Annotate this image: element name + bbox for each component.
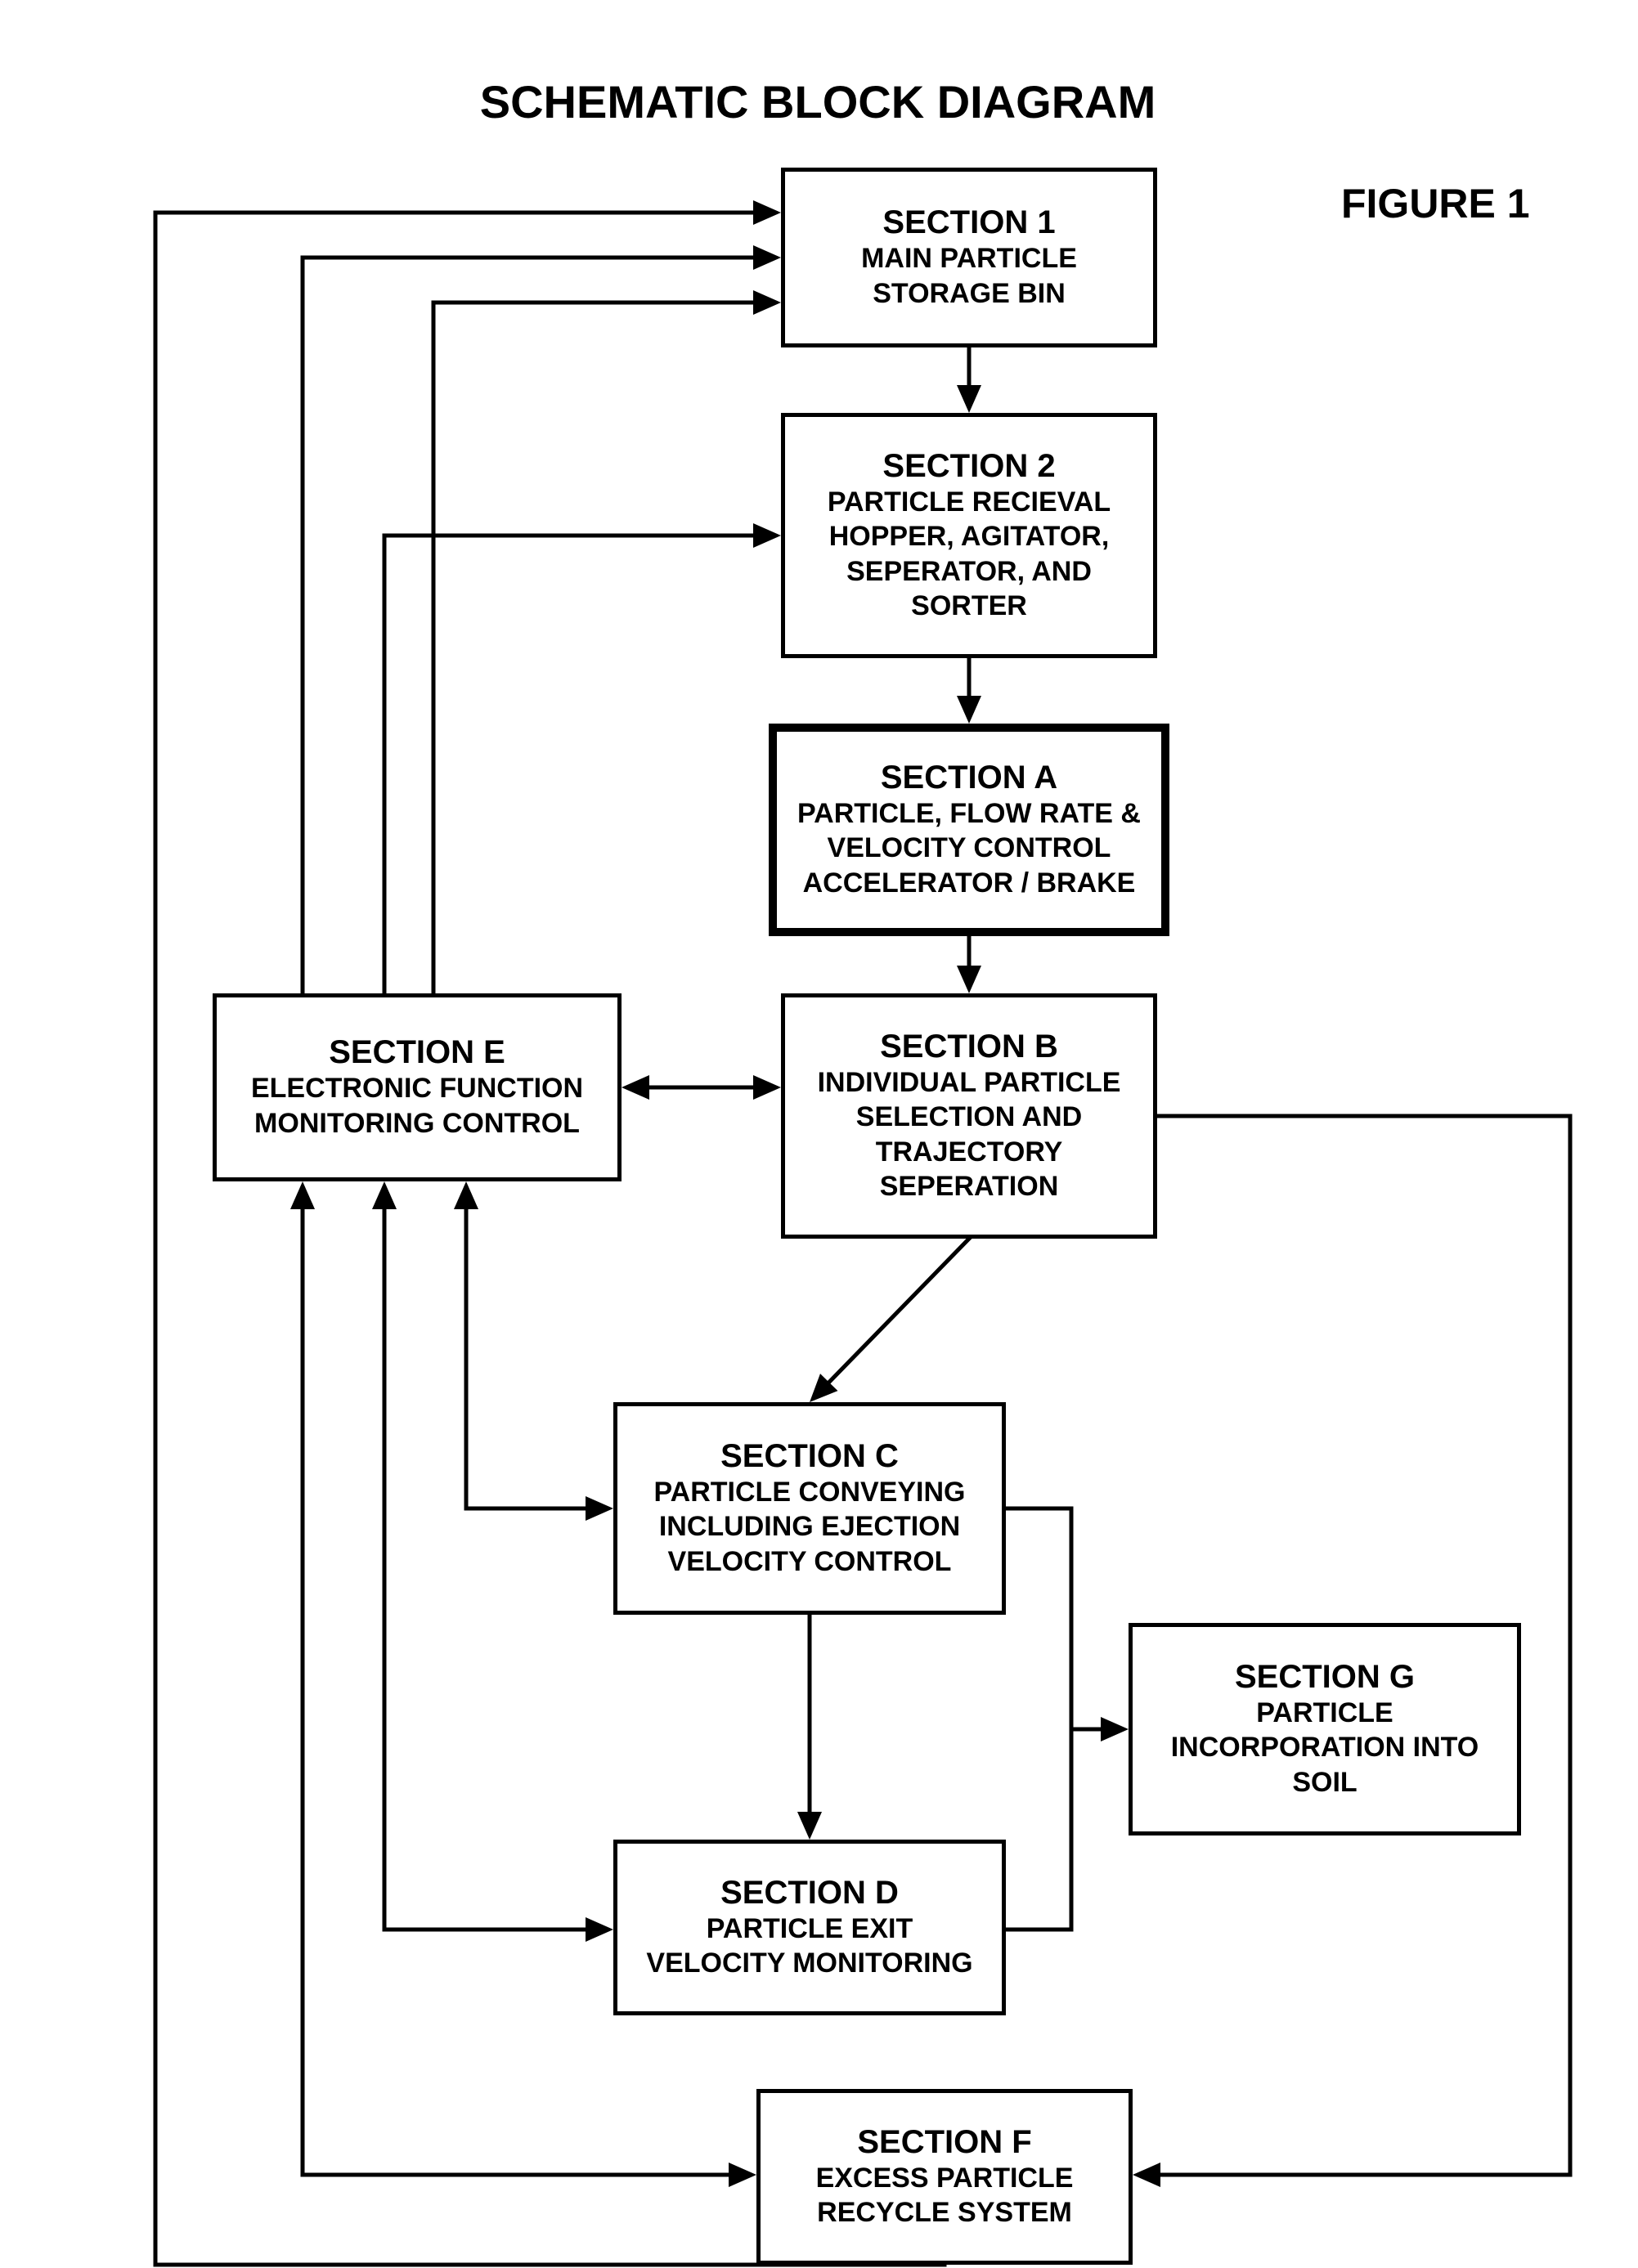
block-body: ELECTRONIC FUNCTIONMONITORING CONTROL bbox=[251, 1071, 583, 1141]
block-title: SECTION A bbox=[881, 760, 1057, 796]
block-body: MAIN PARTICLESTORAGE BIN bbox=[861, 241, 1077, 311]
diagram-title: SCHEMATIC BLOCK DIAGRAM bbox=[327, 75, 1308, 128]
figure-label: FIGURE 1 bbox=[1341, 180, 1530, 227]
block-title: SECTION G bbox=[1235, 1659, 1415, 1696]
block-body: PARTICLEINCORPORATION INTOSOIL bbox=[1171, 1696, 1479, 1800]
block-title: SECTION C bbox=[720, 1438, 899, 1475]
block-body: PARTICLE CONVEYINGINCLUDING EJECTIONVELO… bbox=[654, 1475, 966, 1580]
block-section-f: SECTION F EXCESS PARTICLERECYCLE SYSTEM bbox=[756, 2089, 1133, 2265]
block-section-a: SECTION A PARTICLE, FLOW RATE &VELOCITY … bbox=[769, 724, 1169, 936]
diagram-page: SCHEMATIC BLOCK DIAGRAM FIGURE 1 SECTION… bbox=[0, 0, 1638, 2268]
block-body: PARTICLE RECIEVALHOPPER, AGITATOR,SEPERA… bbox=[828, 485, 1111, 624]
block-title: SECTION F bbox=[857, 2124, 1031, 2161]
block-body: PARTICLE, FLOW RATE &VELOCITY CONTROLACC… bbox=[797, 796, 1141, 901]
block-section-c: SECTION C PARTICLE CONVEYINGINCLUDING EJ… bbox=[613, 1402, 1006, 1615]
block-section-b: SECTION B INDIVIDUAL PARTICLESELECTION A… bbox=[781, 993, 1157, 1239]
block-section-e: SECTION E ELECTRONIC FUNCTIONMONITORING … bbox=[213, 993, 622, 1181]
block-section-d: SECTION D PARTICLE EXITVELOCITY MONITORI… bbox=[613, 1840, 1006, 2015]
block-title: SECTION D bbox=[720, 1875, 899, 1912]
block-title: SECTION 2 bbox=[882, 448, 1055, 485]
block-section-1: SECTION 1 MAIN PARTICLESTORAGE BIN bbox=[781, 168, 1157, 347]
block-body: PARTICLE EXITVELOCITY MONITORING bbox=[646, 1912, 972, 1981]
block-title: SECTION E bbox=[329, 1034, 505, 1071]
block-section-2: SECTION 2 PARTICLE RECIEVALHOPPER, AGITA… bbox=[781, 413, 1157, 658]
block-section-g: SECTION G PARTICLEINCORPORATION INTOSOIL bbox=[1129, 1623, 1521, 1835]
block-title: SECTION 1 bbox=[882, 204, 1055, 241]
block-body: INDIVIDUAL PARTICLESELECTION ANDTRAJECTO… bbox=[818, 1065, 1121, 1204]
block-body: EXCESS PARTICLERECYCLE SYSTEM bbox=[816, 2161, 1074, 2230]
block-title: SECTION B bbox=[880, 1029, 1058, 1065]
